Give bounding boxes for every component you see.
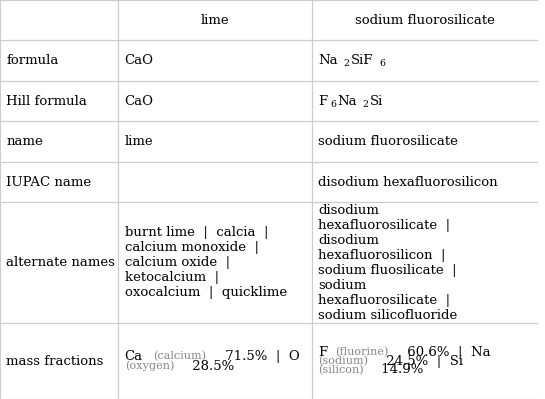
Bar: [118, 202, 312, 323]
Bar: [0, 81, 118, 121]
Text: (sodium): (sodium): [318, 356, 368, 366]
Bar: [0, 202, 118, 323]
Bar: [312, 162, 538, 202]
Bar: [312, 202, 538, 323]
Bar: [312, 323, 538, 399]
Bar: [0, 162, 118, 202]
Bar: [118, 162, 312, 202]
Text: sodium fluorosilicate: sodium fluorosilicate: [318, 135, 458, 148]
Bar: [312, 323, 538, 399]
Text: (silicon): (silicon): [318, 365, 364, 375]
Text: SiF: SiF: [351, 54, 373, 67]
Text: 24.5%  |  Si: 24.5% | Si: [382, 355, 463, 367]
Text: burnt lime  |  calcia  |
calcium monoxide  |
calcium oxide  |
ketocalcium  |
oxo: burnt lime | calcia | calcium monoxide |…: [125, 226, 287, 299]
Text: (oxygen): (oxygen): [125, 361, 174, 371]
Bar: [0, 121, 118, 162]
Bar: [118, 81, 312, 121]
Text: (calcium): (calcium): [153, 351, 207, 361]
Text: 60.6%  |  Na: 60.6% | Na: [403, 346, 491, 359]
Text: lime: lime: [201, 14, 229, 27]
Text: 6: 6: [330, 100, 336, 109]
Bar: [312, 81, 538, 121]
Bar: [0, 40, 118, 81]
Text: CaO: CaO: [125, 54, 154, 67]
Text: F: F: [318, 346, 328, 359]
Text: 14.9%: 14.9%: [377, 363, 423, 376]
Bar: [118, 81, 312, 121]
Bar: [0, 121, 118, 162]
Text: disodium hexafluorosilicon: disodium hexafluorosilicon: [318, 176, 498, 189]
Bar: [118, 162, 312, 202]
Bar: [312, 162, 538, 202]
Bar: [312, 121, 538, 162]
Text: alternate names: alternate names: [7, 256, 116, 269]
Bar: [118, 40, 312, 81]
Bar: [312, 40, 538, 81]
Text: Na: Na: [318, 54, 338, 67]
Text: Na: Na: [337, 95, 357, 108]
Bar: [0, 323, 118, 399]
Text: 2: 2: [343, 59, 349, 68]
Bar: [118, 121, 312, 162]
Text: 28.5%: 28.5%: [188, 359, 234, 373]
Text: 6: 6: [379, 59, 385, 68]
Text: disodium
hexafluorosilicate  |
disodium
hexafluorosilicon  |
sodium fluosilicate: disodium hexafluorosilicate | disodium h…: [318, 204, 458, 322]
Bar: [118, 121, 312, 162]
Bar: [0, 81, 118, 121]
Bar: [118, 0, 312, 40]
Text: F: F: [318, 95, 328, 108]
Text: mass fractions: mass fractions: [7, 355, 104, 367]
Bar: [312, 202, 538, 323]
Bar: [118, 0, 312, 40]
Bar: [118, 323, 312, 399]
Bar: [312, 0, 538, 40]
Text: 71.5%  |  O: 71.5% | O: [221, 350, 300, 363]
Text: formula: formula: [7, 54, 59, 67]
Bar: [118, 323, 312, 399]
Bar: [118, 40, 312, 81]
Text: lime: lime: [125, 135, 153, 148]
Text: IUPAC name: IUPAC name: [7, 176, 92, 189]
Bar: [0, 40, 118, 81]
Bar: [312, 0, 538, 40]
Bar: [0, 162, 118, 202]
Bar: [118, 202, 312, 323]
Text: Ca: Ca: [125, 350, 143, 363]
Bar: [0, 0, 118, 40]
Bar: [0, 202, 118, 323]
Text: CaO: CaO: [125, 95, 154, 108]
Bar: [0, 0, 118, 40]
Bar: [0, 323, 118, 399]
Text: sodium fluorosilicate: sodium fluorosilicate: [355, 14, 495, 27]
Bar: [312, 81, 538, 121]
Text: (fluorine): (fluorine): [335, 347, 389, 358]
Bar: [312, 40, 538, 81]
Text: name: name: [7, 135, 43, 148]
Text: 2: 2: [362, 100, 368, 109]
Text: Si: Si: [370, 95, 383, 108]
Bar: [312, 121, 538, 162]
Text: Hill formula: Hill formula: [7, 95, 87, 108]
